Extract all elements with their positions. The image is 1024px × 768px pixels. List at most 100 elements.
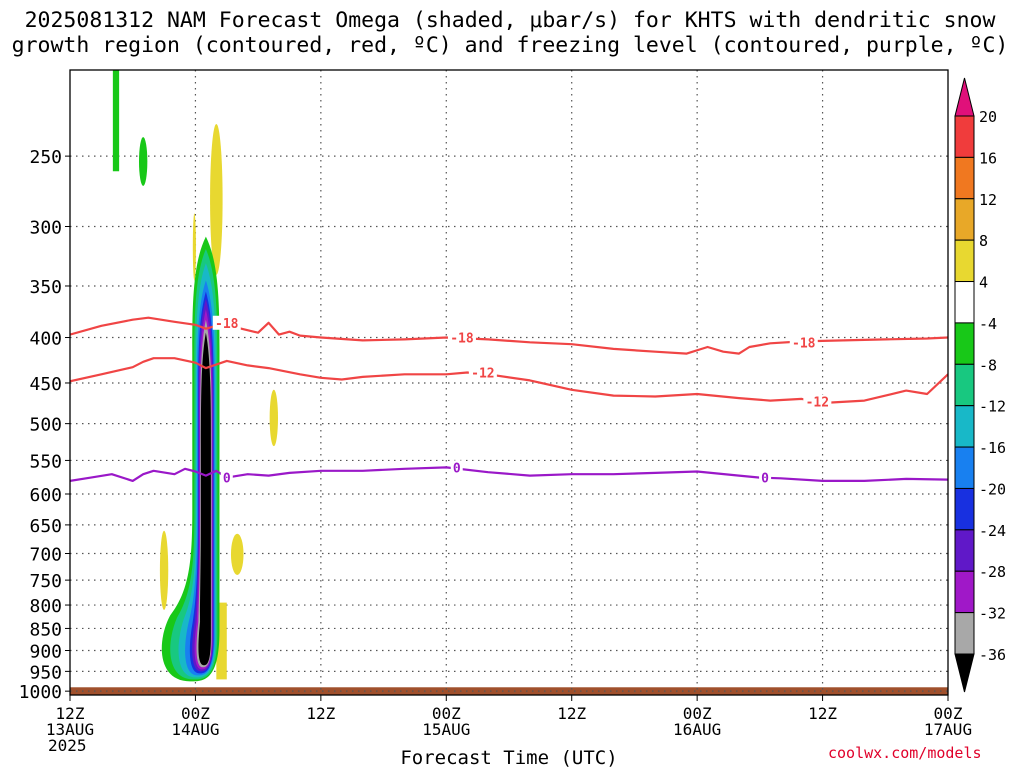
contour-label-bg	[220, 470, 233, 485]
contour-label-bg	[468, 365, 497, 380]
contour-label: 0	[761, 472, 769, 487]
contour-label: -18	[450, 332, 474, 347]
y-tick-label: 1000	[19, 682, 62, 703]
colorbar-segment	[954, 322, 975, 365]
y-tick-label: 500	[29, 415, 62, 436]
y-tick-label: 950	[29, 662, 62, 683]
contour-line-red	[70, 357, 948, 405]
x-tick-label: 2025	[48, 736, 87, 755]
colorbar-label: -24	[979, 522, 1006, 540]
colorbar-segment	[954, 281, 975, 324]
colorbar-label: 12	[979, 191, 997, 209]
omega-blob	[138, 137, 148, 186]
x-tick-label: 12Z	[306, 704, 335, 723]
y-tick-label: 600	[29, 485, 62, 506]
colorbar-bottom-triangle	[954, 653, 975, 693]
y-tick-label: 450	[29, 374, 62, 395]
colorbar-segment	[954, 363, 975, 407]
colorbar-segment	[954, 612, 975, 655]
x-tick-label: 00Z	[934, 704, 963, 723]
x-tick-label: 13AUG	[46, 720, 94, 739]
y-axis: 2503003504004505005506006507007508008509…	[19, 147, 70, 703]
contour-label: 0	[453, 461, 461, 476]
colorbar-label: -32	[979, 605, 1006, 623]
x-tick-label: 00Z	[181, 704, 210, 723]
colorbar-segment	[954, 570, 975, 614]
omega-blob	[269, 389, 279, 447]
colorbar-label: -28	[979, 563, 1006, 581]
colorbar-segment	[954, 405, 975, 448]
temperature-contours: -18 -18 -18 -12 -12 0 0 0	[70, 315, 948, 487]
contour-line-red	[70, 316, 948, 355]
colorbar-label: 8	[979, 232, 988, 250]
y-tick-label: 850	[29, 619, 62, 640]
x-tick-label: 00Z	[432, 704, 461, 723]
omega-core-layer	[198, 332, 211, 666]
contour-label-bg	[450, 460, 463, 475]
watermark-text: coolwx.com/models	[828, 744, 982, 762]
omega-blob	[159, 530, 169, 610]
contour-label: -18	[215, 317, 239, 332]
y-tick-label: 700	[29, 545, 62, 566]
contour-label-bg	[759, 470, 772, 485]
plot-area: -18 -18 -18 -12 -12 0 0 0	[70, 70, 948, 695]
colorbar: 20 16 12 8 4 -4 -8 -12 -16 -20 -24 -28 -32 -36	[954, 77, 1006, 693]
y-tick-label: 650	[29, 516, 62, 537]
colorbar-label: -8	[979, 356, 997, 374]
omega-shading	[112, 70, 279, 682]
contour-label: -18	[792, 336, 816, 351]
colorbar-segment	[954, 487, 975, 531]
y-tick-label: 250	[29, 147, 62, 168]
x-tick-label: 12Z	[56, 704, 85, 723]
x-tick-label: 12Z	[808, 704, 837, 723]
contour-line-purple	[70, 466, 948, 482]
omega-blob	[210, 123, 223, 275]
contour-label: -12	[806, 395, 829, 410]
colorbar-segment	[954, 198, 975, 241]
title-line-1: 2025081312 NAM Forecast Omega (shaded, μ…	[24, 8, 996, 33]
chart-title: 2025081312 NAM Forecast Omega (shaded, μ…	[0, 8, 1020, 58]
omega-blob	[112, 70, 120, 172]
omega-blob	[230, 533, 244, 575]
y-tick-label: 300	[29, 217, 62, 238]
y-tick-label: 350	[29, 277, 62, 298]
contour-label: -12	[471, 367, 494, 382]
x-axis-title: Forecast Time (UTC)	[400, 747, 617, 768]
contour-label-bg	[447, 330, 476, 345]
y-tick-label: 400	[29, 329, 62, 350]
colorbar-label: -12	[979, 398, 1006, 416]
colorbar-label: -36	[979, 646, 1006, 664]
omega-blob	[192, 213, 196, 281]
colorbar-label: -16	[979, 439, 1006, 457]
x-tick-label: 14AUG	[171, 720, 219, 739]
y-tick-label: 900	[29, 641, 62, 662]
contour-label-bg	[789, 335, 818, 350]
colorbar-label: -20	[979, 480, 1006, 498]
colorbar-segment	[954, 156, 975, 200]
colorbar-segment	[954, 239, 975, 283]
colorbar-segment	[954, 115, 975, 158]
x-tick-label: 16AUG	[673, 720, 721, 739]
colorbar-segment	[954, 446, 975, 489]
contour-label-bg	[803, 394, 832, 409]
colorbar-segment	[954, 529, 975, 572]
contour-label: 0	[223, 472, 231, 487]
grid-lines	[70, 70, 948, 695]
colorbar-label: 20	[979, 108, 997, 126]
contour-label-bg	[212, 315, 241, 330]
title-line-2: growth region (contoured, red, ºC) and f…	[11, 33, 1009, 58]
x-tick-label: 17AUG	[924, 720, 972, 739]
y-tick-label: 800	[29, 596, 62, 617]
x-tick-label: 12Z	[557, 704, 586, 723]
colorbar-label: 16	[979, 149, 997, 167]
colorbar-label: 4	[979, 274, 988, 292]
omega-blob	[216, 602, 227, 680]
colorbar-label: -4	[979, 315, 997, 333]
x-tick-label: 00Z	[683, 704, 712, 723]
colorbar-top-triangle	[954, 77, 975, 117]
y-tick-label: 550	[29, 451, 62, 472]
x-tick-label: 15AUG	[422, 720, 470, 739]
y-tick-label: 750	[29, 571, 62, 592]
